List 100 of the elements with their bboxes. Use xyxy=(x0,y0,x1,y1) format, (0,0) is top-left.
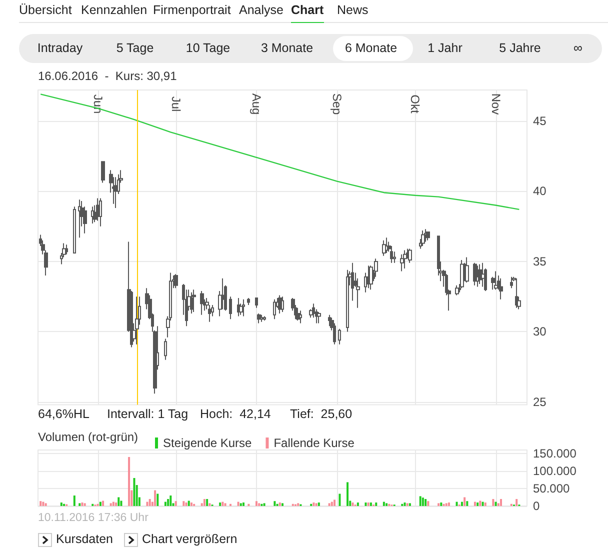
bar xyxy=(120,500,122,506)
bar xyxy=(328,503,330,506)
candlestick xyxy=(273,298,276,320)
candlestick xyxy=(455,284,459,296)
bar xyxy=(44,503,47,506)
candlestick xyxy=(382,240,386,256)
bar xyxy=(73,496,76,506)
bar xyxy=(445,503,448,506)
bar xyxy=(375,502,378,506)
legend-title: Volumen (rot-grün) xyxy=(38,430,138,444)
bar xyxy=(200,503,203,506)
text: ∞ xyxy=(574,41,582,55)
bar xyxy=(170,496,172,506)
candlestick xyxy=(260,314,263,322)
bar xyxy=(479,500,482,506)
text: 5 Tage xyxy=(116,41,154,55)
candlestick xyxy=(390,246,393,264)
text: Kennzahlen xyxy=(81,3,148,17)
x-tick-label: Okt xyxy=(408,94,422,114)
candlestick xyxy=(263,316,266,321)
bar xyxy=(148,499,151,506)
bar xyxy=(356,502,359,506)
y-tick-label: 150.000 xyxy=(533,446,577,460)
y-tick-label: 100.000 xyxy=(533,464,577,478)
bar xyxy=(263,503,266,506)
text: Chart vergrößern xyxy=(142,532,238,546)
bar xyxy=(297,503,300,506)
text: Übersicht xyxy=(19,3,72,17)
bar xyxy=(133,478,136,506)
text: Tief: 25,60 xyxy=(290,407,352,421)
bar xyxy=(448,502,450,506)
candlestick xyxy=(135,296,139,345)
bar xyxy=(206,499,208,506)
bar xyxy=(460,502,463,506)
bar xyxy=(78,503,81,506)
bar xyxy=(352,502,354,506)
bar xyxy=(118,497,120,506)
text: 64,6%HL xyxy=(38,407,90,421)
bar xyxy=(456,502,458,506)
candlestick xyxy=(515,278,518,308)
candlestick xyxy=(174,274,178,289)
bar xyxy=(419,496,422,506)
text: Chart xyxy=(291,3,324,17)
bar xyxy=(60,502,62,506)
candlestick xyxy=(78,199,81,238)
bar xyxy=(367,502,370,506)
text: 5 Jahre xyxy=(499,41,541,55)
bar xyxy=(115,502,118,506)
candlestick xyxy=(114,176,118,209)
candlestick xyxy=(101,160,105,184)
candlestick xyxy=(247,298,250,306)
bar xyxy=(438,503,440,506)
bar xyxy=(404,502,406,506)
bar xyxy=(112,502,114,506)
bar xyxy=(188,500,190,506)
ref-line-label: 16.06.2016 - Kurs: 30,91 xyxy=(38,69,178,83)
bar xyxy=(282,503,284,506)
text: 10 Tage xyxy=(186,41,230,55)
candlestick xyxy=(296,307,300,321)
bar xyxy=(42,502,44,506)
bar xyxy=(208,503,211,506)
y-tick-label: 25 xyxy=(533,395,547,409)
y-tick-label: 30 xyxy=(533,324,547,339)
candlestick xyxy=(328,314,331,327)
y-tick-label: 35 xyxy=(533,254,547,268)
bar xyxy=(334,500,336,506)
bar xyxy=(315,503,318,506)
y-tick-label: 40 xyxy=(533,184,547,198)
bar xyxy=(102,500,104,506)
candlestick xyxy=(317,312,321,324)
text: 10.11.2016 17:36 Uhr xyxy=(38,512,148,524)
candlestick xyxy=(481,262,485,288)
bar xyxy=(242,502,244,506)
bar xyxy=(154,490,156,506)
bar xyxy=(237,502,240,506)
candlestick xyxy=(424,228,427,242)
bar xyxy=(494,502,497,506)
bar xyxy=(466,501,468,506)
text: 1 Jahr xyxy=(428,41,462,55)
bar xyxy=(424,499,427,506)
bar xyxy=(240,503,242,506)
bar xyxy=(464,497,466,506)
bar xyxy=(203,499,206,506)
text: News xyxy=(337,3,368,17)
bar xyxy=(182,501,185,506)
candlestick xyxy=(385,237,388,254)
bar xyxy=(382,502,385,506)
bar xyxy=(370,502,372,506)
x-tick-label: Aug xyxy=(249,93,264,115)
bar xyxy=(338,494,341,506)
bar xyxy=(278,502,281,506)
candlestick xyxy=(476,265,479,288)
candlestick xyxy=(65,244,68,255)
bar xyxy=(516,499,518,506)
text: Intraday xyxy=(37,41,83,55)
bar xyxy=(222,502,224,506)
bar xyxy=(185,502,188,506)
bar xyxy=(146,502,148,506)
bar xyxy=(484,502,486,506)
bar xyxy=(482,502,484,506)
